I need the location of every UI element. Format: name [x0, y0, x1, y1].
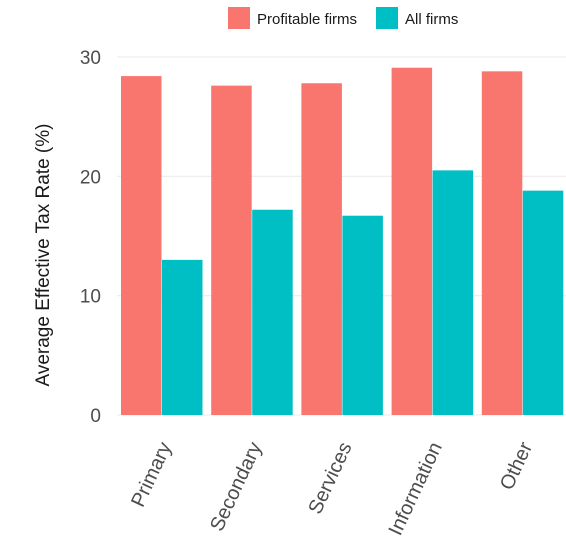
x-tick-label-secondary: Secondary [206, 439, 266, 535]
x-tick-label-information: Information [385, 439, 447, 539]
legend-key-all-firms [376, 7, 398, 29]
legend-label-all-firms: All firms [405, 11, 458, 28]
x-tick-label-other: Other [496, 439, 537, 494]
bar-secondary-all-firms [252, 209, 293, 415]
bar-information-all-firms [432, 170, 474, 415]
bar-services-all-firms [342, 215, 383, 415]
x-axis-ticks: Primary Secondary Services Information Other [127, 439, 537, 539]
bar-information-profitable-firms [391, 67, 433, 416]
bar-other-all-firms [522, 190, 564, 415]
y-tick-label: 10 [80, 287, 101, 308]
bar-primary-profitable-firms [121, 76, 162, 416]
legend: Profitable firms All firms [228, 7, 458, 29]
bar-services-profitable-firms [301, 83, 342, 416]
bar-primary-all-firms [162, 259, 203, 415]
y-tick-label: 0 [90, 406, 101, 427]
x-tick-label-primary: Primary [127, 439, 176, 511]
bars [121, 67, 564, 416]
x-tick-label-services: Services [304, 439, 356, 518]
legend-key-profitable-firms [228, 7, 250, 29]
bar-other-profitable-firms [481, 71, 523, 415]
y-axis-title: Average Effective Tax Rate (%) [33, 124, 54, 387]
bar-secondary-profitable-firms [211, 85, 252, 415]
y-tick-label: 30 [80, 48, 101, 69]
y-tick-label: 20 [80, 167, 101, 188]
legend-label-profitable-firms: Profitable firms [257, 11, 357, 28]
y-axis-ticks: 0 10 20 30 [80, 48, 101, 427]
